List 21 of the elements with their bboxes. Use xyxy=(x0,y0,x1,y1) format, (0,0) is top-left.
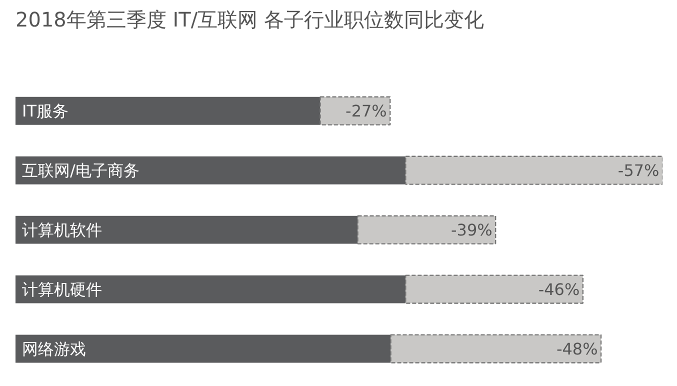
bar xyxy=(320,96,391,126)
bar xyxy=(16,275,406,304)
bar xyxy=(405,156,662,185)
y-tick-label: 互联网/电子商务 xyxy=(22,160,140,180)
bar xyxy=(357,215,496,244)
bar xyxy=(16,334,391,363)
annotation: -27% xyxy=(346,101,387,120)
annotation: -48% xyxy=(556,339,598,358)
bar xyxy=(16,156,406,184)
annotation: -46% xyxy=(538,280,580,299)
y-tick-label: 网络游戏 xyxy=(22,339,86,358)
y-tick-label: 计算机硬件 xyxy=(22,280,102,299)
annotation: -57% xyxy=(618,160,660,180)
annotation: -39% xyxy=(451,220,492,240)
y-tick-label: IT服务 xyxy=(22,101,68,120)
bar xyxy=(405,274,584,304)
bar xyxy=(390,334,602,364)
bar xyxy=(16,96,320,125)
chart-title: 2018年第三季度 IT/互联网 各子行业职位数同比变化 xyxy=(16,8,484,32)
y-tick-label: 计算机软件 xyxy=(22,220,102,240)
bar xyxy=(16,216,358,244)
